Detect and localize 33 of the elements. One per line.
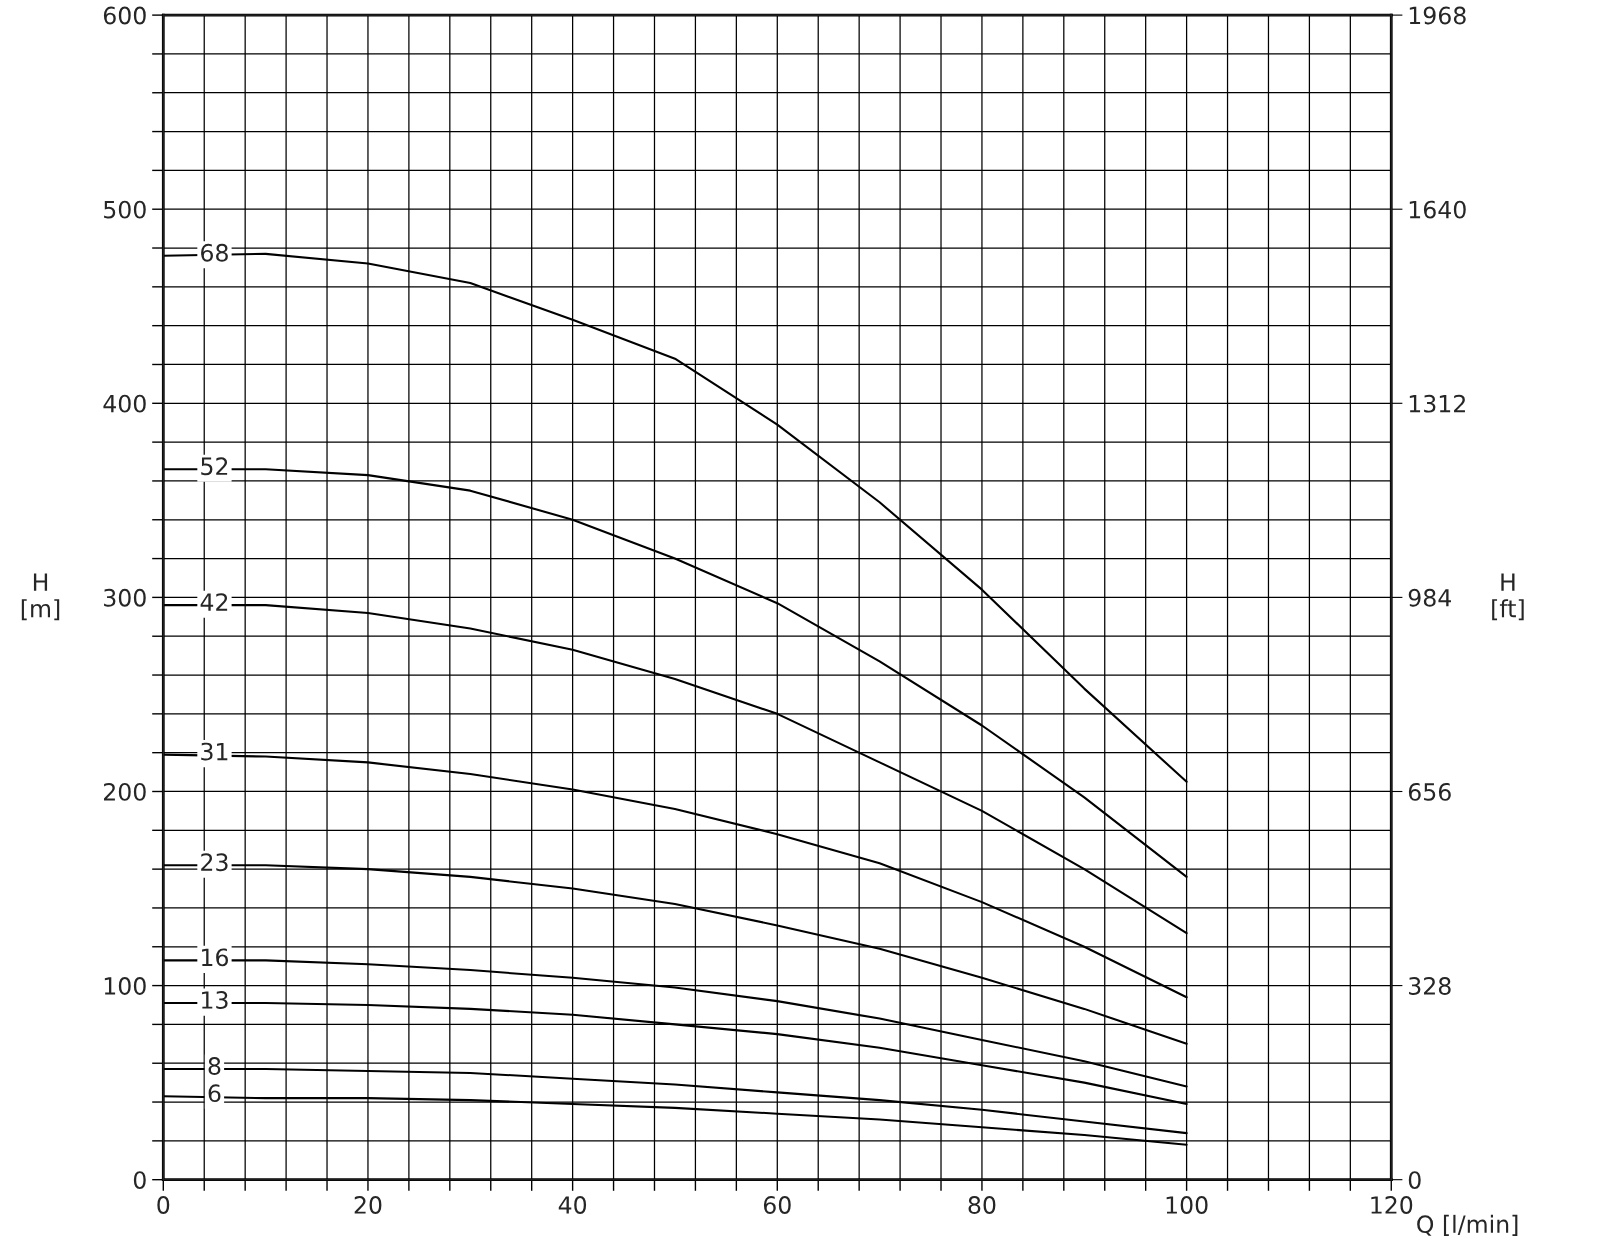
- series-label: 16: [202, 948, 228, 967]
- y2-axis-title: H [ft]: [1492, 573, 1524, 621]
- x-tick-label: 0: [157, 1196, 170, 1214]
- y2-tick-label: 328: [1409, 977, 1451, 995]
- x-tick-label: 80: [968, 1196, 996, 1214]
- series-label: 68: [201, 243, 228, 262]
- y-tick-label: 100: [104, 977, 146, 995]
- x-tick-label: 100: [1166, 1196, 1208, 1214]
- y2-tick-label: 1640: [1409, 200, 1466, 219]
- y2-tick-label: 984: [1408, 588, 1451, 607]
- series-label: 6: [208, 1084, 221, 1103]
- y-axis-title: H [m]: [21, 573, 60, 621]
- series-label: 23: [201, 853, 228, 872]
- series-label: 13: [202, 991, 228, 1009]
- x-tick-label: 40: [558, 1196, 587, 1214]
- y2-tick-label: 656: [1408, 782, 1451, 801]
- y-tick-label: 300: [104, 588, 146, 607]
- y2-tick-label: 1312: [1409, 394, 1465, 413]
- x-tick-label: 20: [354, 1196, 382, 1214]
- y-tick-label: 0: [133, 1171, 146, 1189]
- y-tick-label: 200: [103, 782, 146, 801]
- x-tick-label: 120: [1371, 1196, 1413, 1214]
- y-tick-label: 400: [103, 394, 146, 413]
- y-tick-label: 500: [104, 200, 146, 219]
- x-tick-label: 60: [763, 1196, 791, 1214]
- y-tick-label: 600: [103, 6, 146, 25]
- x-axis-title: Q [l/min]: [1417, 1214, 1518, 1236]
- y2-tick-label: 0: [1408, 1171, 1421, 1189]
- series-label: 31: [201, 742, 228, 761]
- y2-tick-label: 1968: [1409, 6, 1466, 25]
- series-label: 52: [201, 457, 228, 476]
- series-label: 42: [200, 593, 228, 611]
- series-label: 8: [208, 1057, 221, 1075]
